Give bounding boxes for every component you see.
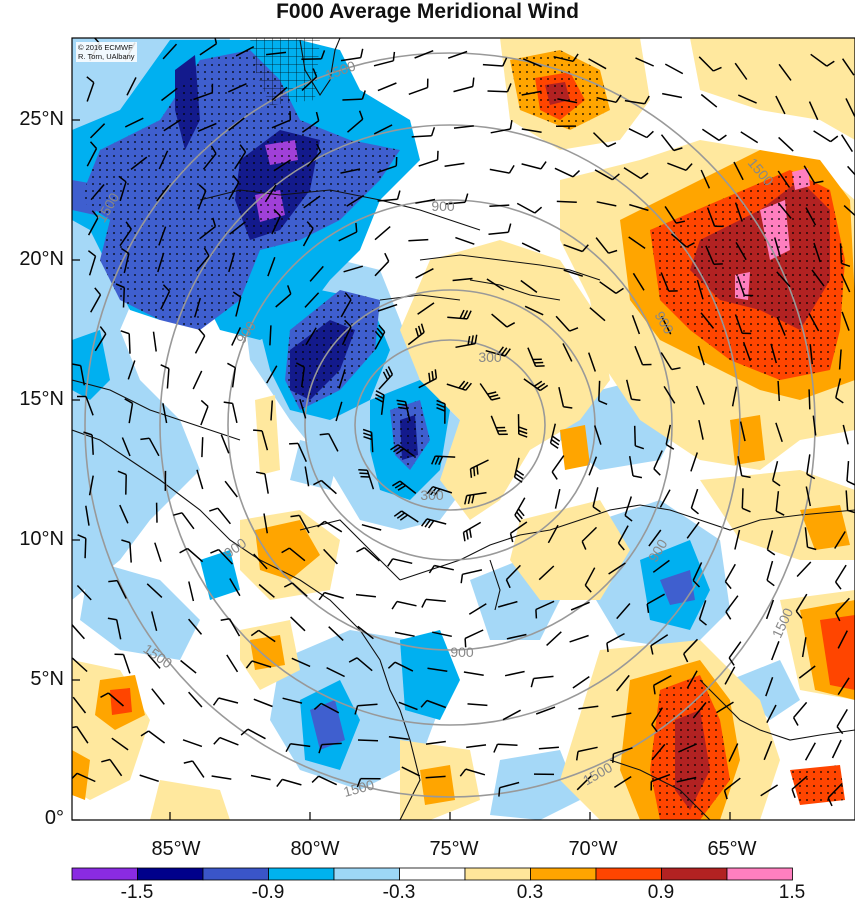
colorbar-label: 1.5 [762, 882, 822, 904]
lat-label: 15°N [0, 388, 64, 411]
wind-barb [635, 426, 636, 446]
wind-barb [557, 201, 577, 202]
wind-barb-flag [356, 223, 357, 232]
wind-barb-flag [358, 470, 367, 471]
colorbar-swatch [465, 868, 531, 880]
wind-barb-flag [289, 443, 298, 444]
wind-barb-flag [473, 78, 474, 87]
colorbar-swatch [727, 868, 793, 880]
credit-line: R. Torn, UAlbany [78, 52, 135, 61]
colorbar-swatch [596, 868, 662, 880]
colorbar-swatch [400, 868, 466, 880]
colorbar-label: 0.9 [631, 882, 691, 904]
wind-barb-flag [63, 624, 71, 627]
colorbar [72, 868, 793, 880]
lat-label: 20°N [0, 248, 64, 271]
wind-barb-flag [613, 754, 614, 763]
wind-barb-flag [64, 658, 72, 662]
wind-barb [498, 744, 518, 745]
colorbar-label: 0.3 [500, 882, 560, 904]
wind-barb [202, 437, 203, 457]
lon-label: 70°W [553, 838, 633, 861]
wind-barb-flag [499, 788, 500, 797]
colorbar-label: -1.5 [107, 882, 167, 904]
wind-barb [841, 243, 842, 263]
wind-barb [124, 288, 125, 308]
colorbar-swatch [662, 868, 728, 880]
colorbar-swatch [269, 868, 335, 880]
ring-label: 300 [478, 349, 502, 365]
wind-barb [599, 381, 600, 401]
lon-label: 80°W [275, 838, 355, 861]
ring-label: 900 [450, 644, 474, 660]
lon-label: 65°W [692, 838, 772, 861]
ring-label: 900 [431, 198, 455, 214]
wind-barb [342, 99, 362, 100]
lat-label: 10°N [0, 528, 64, 551]
wind-barb-flag [253, 430, 262, 431]
colorbar-swatch [72, 868, 138, 880]
colorbar-swatch [203, 868, 269, 880]
wind-barb [742, 488, 743, 508]
lat-label: 25°N [0, 108, 64, 131]
wind-barb [129, 334, 130, 354]
colorbar-swatch [334, 868, 400, 880]
wind-barb-flag [477, 466, 478, 475]
wind-barb [358, 740, 378, 741]
lat-label: 5°N [0, 668, 64, 691]
wind-barb [85, 538, 86, 558]
credit-box: © 2016 ECMWF R. Torn, UAlbany [76, 42, 137, 62]
lon-label: 85°W [136, 838, 216, 861]
wind-barb-flag [393, 52, 394, 61]
colorbar-label: -0.3 [369, 882, 429, 904]
wind-barb-flag [108, 581, 117, 582]
colorbar-swatch [531, 868, 597, 880]
wind-barb-flag [474, 467, 475, 476]
colorbar-label: -0.9 [238, 882, 298, 904]
wind-barb [488, 91, 508, 92]
wind-barb-flag [320, 434, 329, 435]
wind-barb [270, 325, 271, 345]
lon-label: 75°W [414, 838, 494, 861]
credit-line: © 2016 ECMWF [78, 43, 135, 52]
ring-label: 300 [420, 487, 444, 503]
lat-label: 0° [0, 807, 64, 830]
colorbar-swatch [138, 868, 204, 880]
wind-barb-flag [471, 469, 472, 478]
wind-barb [809, 389, 810, 409]
wind-barb-flag [536, 610, 537, 619]
wind-barb-flag [632, 399, 641, 400]
wind-barb-flag [359, 473, 368, 474]
